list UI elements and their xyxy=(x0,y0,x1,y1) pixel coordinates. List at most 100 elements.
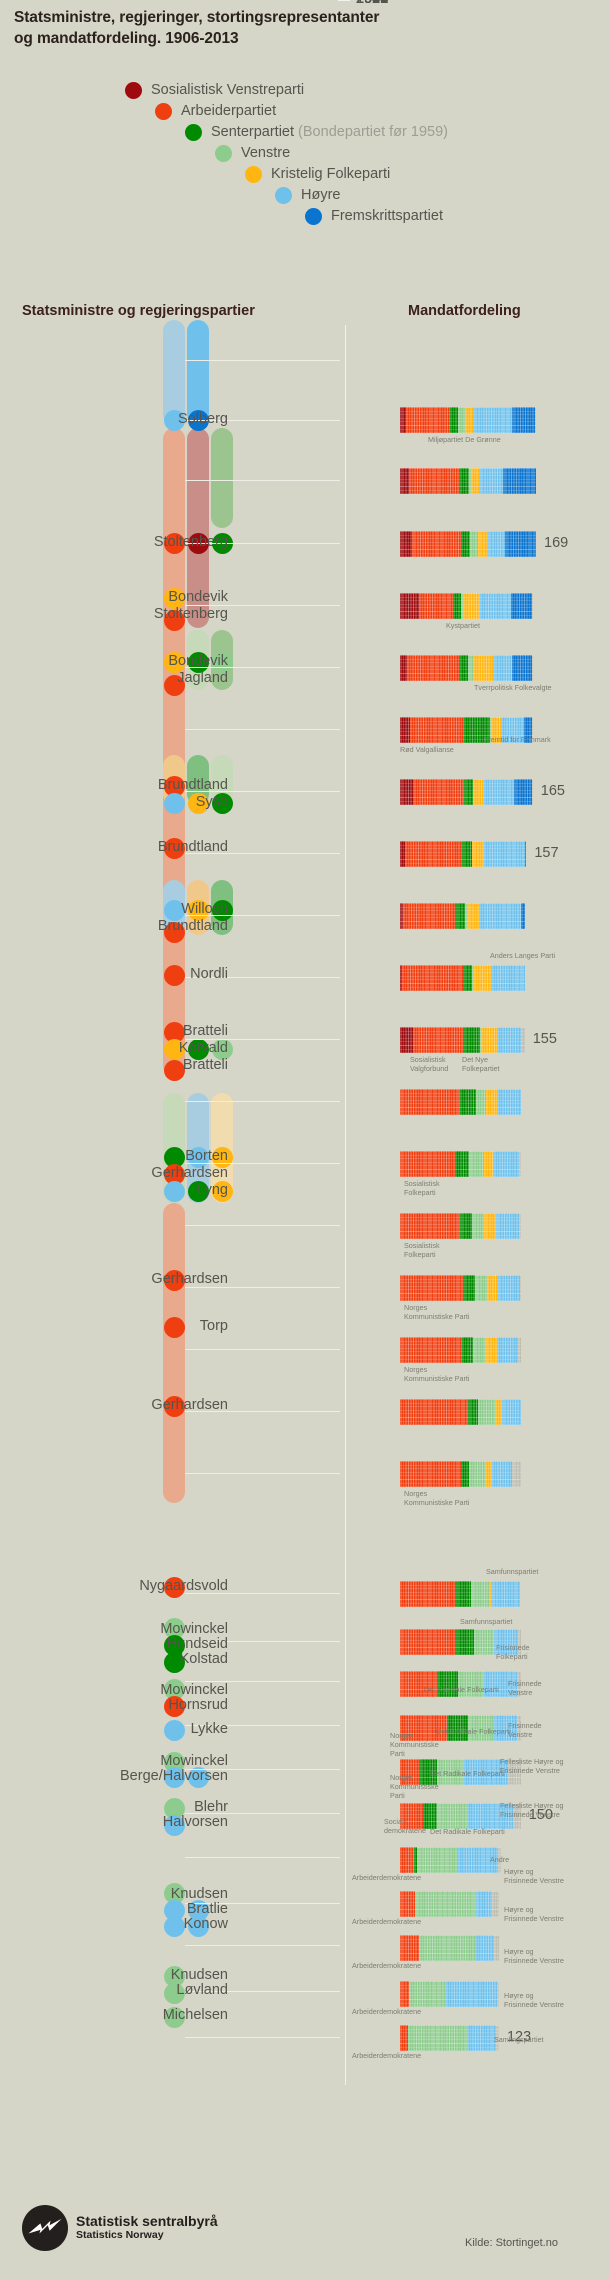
mandate-annotation: Samfunnspartiet xyxy=(460,1617,513,1626)
mandate-segment xyxy=(483,1151,495,1177)
legend-color-dot-icon xyxy=(125,82,142,100)
year-label-1953: 1953 xyxy=(356,0,388,7)
mandate-segment xyxy=(418,1935,475,1961)
mandate-bar-1981 xyxy=(400,903,525,929)
mandate-annotation: Arbeiderdemokratene xyxy=(352,2051,422,2060)
pm-name-syse: Syse xyxy=(195,794,228,810)
mandate-segment xyxy=(493,1629,495,1655)
pm-name-gerhardsen: Gerhardsen xyxy=(151,1271,228,1287)
mandate-bar-1924 xyxy=(400,1759,521,1785)
mandate-annotation: Høyre og Frisinnede Venstre xyxy=(504,1947,564,1965)
government-party-dot xyxy=(163,410,185,431)
pm-name-brundtland: Brundtland xyxy=(157,839,228,855)
government-party-dot xyxy=(163,588,185,609)
mandate-segment xyxy=(471,841,485,867)
mandate-total-1989: 165 xyxy=(540,783,565,799)
legend-label: Kristelig Folkeparti xyxy=(271,166,391,183)
pm-name-brundtland: Brundtland xyxy=(157,918,228,934)
mandate-annotation: Andre xyxy=(490,1855,510,1864)
mandate-annotation: Miljøpartiet De Grønne xyxy=(428,435,501,444)
mandate-segment xyxy=(437,1671,458,1697)
mandate-annotation: Høyre og Frisinnede Venstre xyxy=(504,1905,564,1923)
pm-name-l-vland: Løvland xyxy=(176,1982,228,1998)
mandate-segment xyxy=(498,1847,502,1873)
pm-name-knudsen: Knudsen xyxy=(170,1886,228,1902)
mandate-segment xyxy=(491,1891,499,1917)
mandate-segment xyxy=(518,1337,521,1363)
mandate-annotation: Anders Langes Parti xyxy=(490,951,556,960)
mandate-segment xyxy=(456,1581,471,1607)
legend-item-1: Arbeiderpartiet xyxy=(155,101,276,122)
mandate-segment xyxy=(519,1151,521,1177)
government-party-dot xyxy=(163,675,185,696)
axis-leader-line xyxy=(185,1101,340,1102)
government-party-dot xyxy=(187,1039,209,1060)
axis-leader-line xyxy=(185,1857,340,1858)
mandate-segment xyxy=(475,1089,487,1115)
year-label-2009: 2009 xyxy=(356,0,388,7)
mandate-annotation: Rød Valgallianse xyxy=(400,745,454,754)
mandate-annotation: Frisinnede Folkeparti xyxy=(496,1643,530,1661)
mandate-segment xyxy=(413,779,465,805)
mandate-segment xyxy=(400,1981,409,2007)
government-party-dot xyxy=(163,1396,185,1417)
axis-leader-line xyxy=(185,915,340,916)
mandate-annotation: Arbeiderdemokratene xyxy=(352,2007,422,2016)
axis-leader-line xyxy=(185,1225,340,1226)
government-party-dot xyxy=(187,1147,209,1168)
mandate-segment xyxy=(456,903,466,929)
mandate-segment xyxy=(502,1399,521,1425)
year-label-1915: 1915 xyxy=(356,0,388,7)
mandate-segment xyxy=(464,1759,508,1785)
mandate-segment xyxy=(400,1629,456,1655)
year-label-1921: 1921 xyxy=(356,0,388,7)
mandate-annotation: Fellesliste Høyre og Frisinnede Venstre xyxy=(500,1757,564,1775)
legend-color-dot-icon xyxy=(215,145,232,163)
axis-leader-line xyxy=(185,1411,340,1412)
mandate-segment xyxy=(473,779,485,805)
pm-name-stoltenberg: Stoltenberg xyxy=(153,606,228,622)
pm-name-korvald: Korvald xyxy=(178,1040,228,1056)
mandate-segment xyxy=(489,1581,491,1607)
mandate-annotation: Arbeiderdemokratene xyxy=(352,1873,422,1882)
mandate-segment xyxy=(484,841,525,867)
legend-label: Sosialistisk Venstreparti xyxy=(151,82,305,99)
mandate-segment xyxy=(516,1715,521,1741)
legend-item-2: Senterpartiet (Bondepartiet før 1959) xyxy=(185,122,448,143)
year-label-2017: 2017 xyxy=(356,0,388,7)
mandate-segment xyxy=(497,1089,521,1115)
mandate-segment xyxy=(400,1715,448,1741)
government-period-bar xyxy=(211,428,233,528)
mandate-segment xyxy=(423,1803,437,1829)
mandate-segment xyxy=(400,1671,438,1697)
mandate-segment xyxy=(486,1089,498,1115)
mandate-segment xyxy=(486,1275,497,1301)
mandate-segment xyxy=(457,1847,499,1873)
government-party-dot xyxy=(163,776,185,797)
legend-label: Arbeiderpartiet xyxy=(181,103,277,120)
mandate-segment xyxy=(512,1803,521,1829)
mandate-segment xyxy=(523,717,532,743)
year-label-1957: 1957 xyxy=(356,0,388,7)
pm-name-stoltenberg: Stoltenberg xyxy=(153,534,228,550)
pm-name-brundtland: Brundtland xyxy=(157,777,228,793)
mandate-segment xyxy=(400,1151,455,1177)
axis-leader-line xyxy=(185,1163,340,1164)
mandate-segment xyxy=(461,1461,470,1487)
axis-leader-line xyxy=(185,360,340,361)
mandate-segment xyxy=(474,1275,487,1301)
year-label-1981: 1981 xyxy=(356,0,388,7)
pm-name-mowinckel: Mowinckel xyxy=(160,1621,228,1637)
mandate-segment xyxy=(403,903,457,929)
mandate-annotation: Det Radikale Folkeparti xyxy=(430,1827,505,1836)
axis-leader-line xyxy=(185,1473,340,1474)
government-party-dot xyxy=(211,1039,233,1060)
mandate-segment xyxy=(414,1847,417,1873)
government-party-dot xyxy=(163,1966,185,1987)
year-label-1973: 1973 xyxy=(356,0,388,7)
mandate-segment xyxy=(473,1337,486,1363)
mandate-annotation: Norges Kommunistiske Parti xyxy=(404,1303,470,1321)
mandate-segment xyxy=(461,841,472,867)
year-label-1906: 1906 xyxy=(356,0,388,7)
government-period-bar xyxy=(163,320,185,425)
